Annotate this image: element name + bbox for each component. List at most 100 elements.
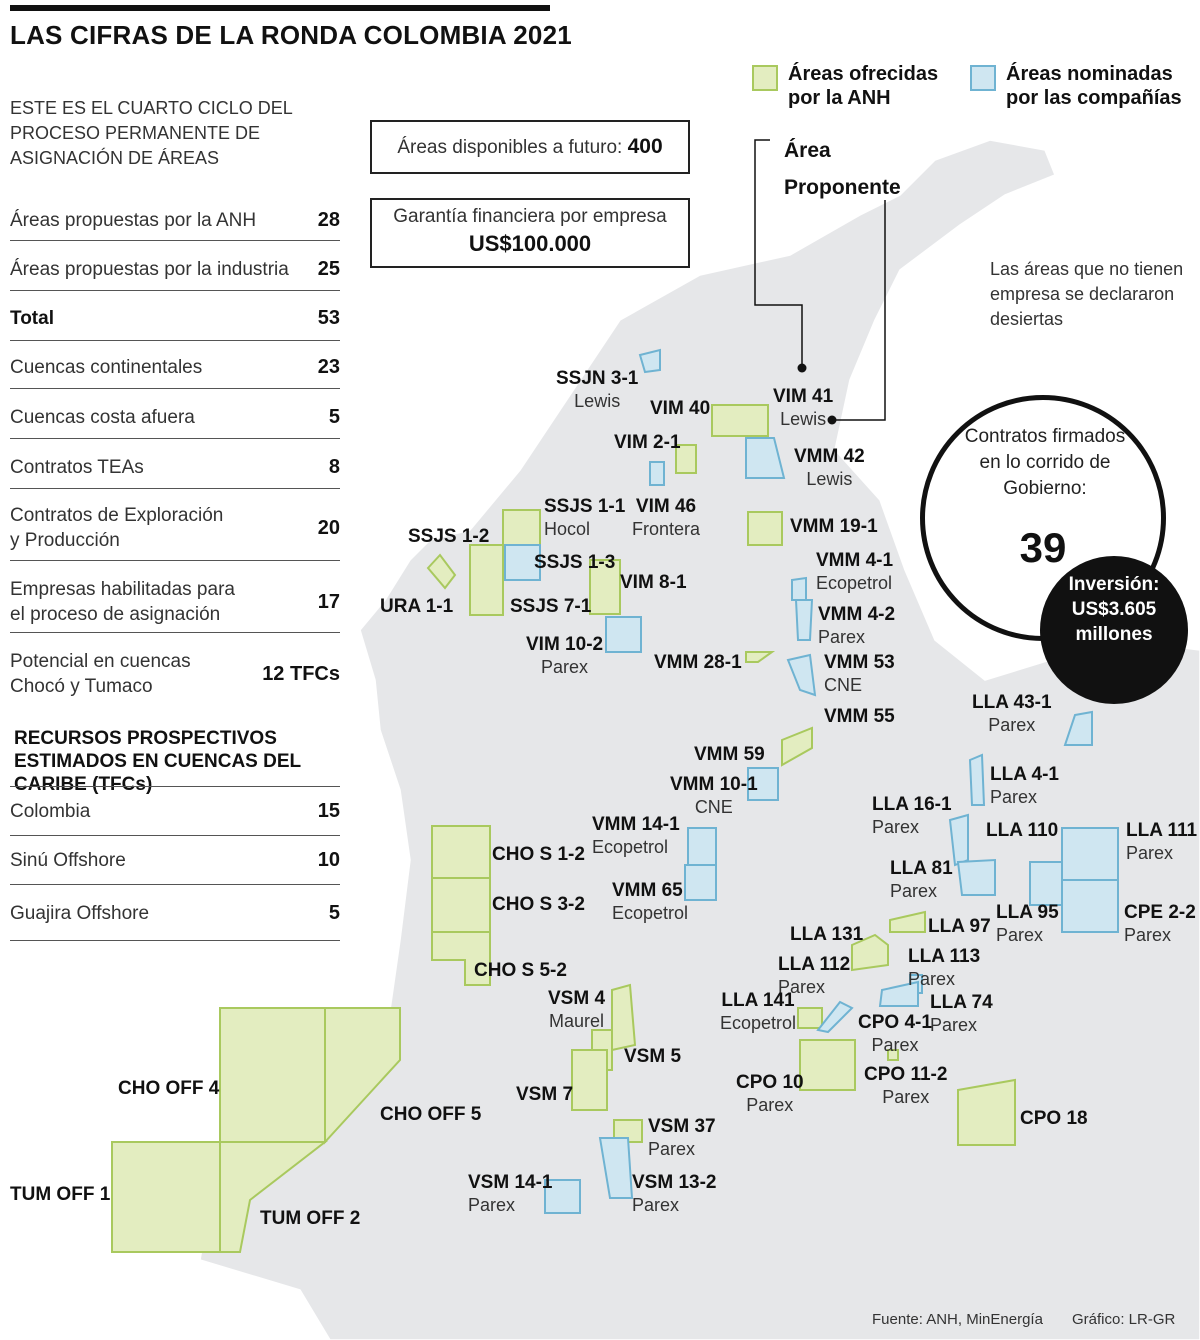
resource-label: Guajira Offshore (10, 902, 150, 924)
block-lla-112 (816, 1000, 854, 1034)
future-areas-label: Áreas disponibles a futuro: (397, 137, 623, 158)
block-lla-81 (956, 858, 996, 896)
page-title: LAS CIFRAS DE LA RONDA COLOMBIA 2021 (10, 20, 572, 50)
map-label-area: SSJS 7-1 (510, 596, 591, 618)
stat-label: Empresas habilitadas para el proceso de … (10, 579, 235, 625)
block-vmm-4-2 (794, 599, 814, 641)
stat-value: 25 (317, 257, 340, 280)
stat-value: 5 (328, 405, 340, 428)
block-cpo-11-2 (887, 1049, 899, 1061)
stat-label: Áreas propuestas por la industria (10, 258, 289, 280)
block-ura-1-1 (426, 553, 457, 590)
area-company: Lewis (806, 469, 853, 489)
area-name: VSM 5 (624, 1046, 682, 1067)
block-vim-2-1 (675, 444, 697, 474)
area-name: VMM 53 (824, 652, 895, 673)
map-label-area: LLA 43-1 Parex (972, 692, 1052, 736)
map-label-area: VSM 13-2 Parex (632, 1172, 716, 1216)
area-company: Parex (1126, 843, 1174, 863)
stat-row: Contratos TEAs 8 (10, 446, 340, 489)
map-label-area: CHO S 5-2 (474, 960, 567, 982)
area-name: CHO S 5-2 (474, 960, 567, 981)
map-label-area: CPO 4-1 Parex (858, 1012, 932, 1056)
area-name: CPO 18 (1020, 1108, 1088, 1129)
area-name: LLA 110 (986, 820, 1059, 841)
map-label-area: VSM 37 Parex (648, 1116, 716, 1160)
title-rule (10, 5, 550, 11)
resource-label: Sinú Offshore (10, 849, 126, 871)
map-label-area: VMM 53 CNE (824, 652, 895, 696)
area-company: Parex (930, 1015, 978, 1035)
block-vsm-14-1 (544, 1179, 581, 1214)
resource-row: Colombia 15 (10, 786, 340, 836)
area-name: SSJS 1-1 (544, 496, 626, 517)
stat-value: 20 (317, 516, 340, 539)
area-company: Parex (872, 817, 920, 837)
map-label-area: VSM 7 (516, 1084, 573, 1106)
map-label-area: VIM 41 Lewis (773, 386, 833, 430)
stat-row: Cuencas continentales 23 (10, 346, 340, 389)
block-vmm-53 (786, 653, 817, 697)
stat-label: Cuencas costa afuera (10, 406, 195, 428)
colombia-landmass (199, 139, 1200, 1340)
area-name: LLA 97 (928, 916, 991, 937)
area-company: Parex (996, 925, 1044, 945)
map-label-area: LLA 113 Parex (908, 946, 980, 990)
area-name: VMM 55 (824, 706, 895, 727)
area-name: SSJN 3-1 (556, 368, 639, 389)
block-vmm-14-1 (687, 827, 717, 866)
block-vmm-28-1 (745, 651, 776, 663)
area-name: VMM 10-1 (670, 774, 758, 795)
area-company: Hocol (544, 519, 591, 539)
map-label-area: CPO 10 Parex (736, 1072, 804, 1116)
map-label-area: VMM 14-1 Ecopetrol (592, 814, 680, 858)
map-label-area: LLA 74 Parex (930, 992, 993, 1036)
block-cho-s-5-2 (431, 931, 491, 986)
stat-row: Áreas propuestas por la industria 25 (10, 248, 340, 291)
stat-label: Áreas propuestas por la ANH (10, 209, 257, 231)
map-label-area: LLA 81 Parex (890, 858, 953, 902)
map-label-area: VMM 55 (824, 706, 895, 728)
stat-value: 12 TFCs (262, 662, 340, 685)
legend-companies-label: Áreas nominadas por las compañías (1006, 63, 1182, 109)
area-name: CHO OFF 4 (118, 1078, 220, 1099)
guarantee-label: Garantía financiera por empresa (393, 206, 667, 227)
map-label-area: CPO 18 (1020, 1108, 1088, 1130)
legend-anh-swatch (752, 65, 778, 91)
area-name: VMM 14-1 (592, 814, 680, 835)
stat-value: 8 (328, 455, 340, 478)
block-lla-74 (878, 980, 919, 1007)
area-name: VSM 37 (648, 1116, 716, 1137)
area-name: VIM 40 (650, 398, 711, 419)
map-label-area: CPE 2-2 Parex (1124, 902, 1196, 946)
leader-line-proponente (834, 200, 886, 421)
stat-label: Potencial en cuencas Chocó y Tumaco (10, 651, 191, 697)
stat-row: Cuencas costa afuera 5 (10, 396, 340, 439)
stat-row: Contratos de Exploración y Producción 20 (10, 496, 340, 561)
area-company: Parex (746, 1095, 794, 1115)
map-label-area: SSJS 1-3 (534, 552, 615, 574)
future-areas-value: 400 (627, 135, 663, 158)
area-company: Ecopetrol (720, 1013, 797, 1033)
legend-anh-label: Áreas ofrecidas por la ANH (788, 63, 939, 109)
area-company: Parex (632, 1195, 680, 1215)
map-label-area: VIM 10-2 Parex (526, 634, 603, 678)
area-name: LLA 111 (1126, 820, 1198, 841)
leader-line-area (754, 139, 803, 366)
map-label-area: LLA 97 (928, 916, 991, 938)
stat-label: Contratos TEAs (10, 456, 144, 478)
area-name: VMM 59 (694, 744, 765, 765)
area-company: Parex (890, 881, 938, 901)
area-name: VIM 8-1 (620, 572, 687, 593)
map-label-area: VSM 14-1 Parex (468, 1172, 552, 1216)
stat-value: 17 (317, 590, 340, 613)
map-label-area: LLA 110 (986, 820, 1058, 842)
source-note: Fuente: ANH, MinEnergía (872, 1311, 1043, 1328)
block-lla-16-1 (948, 813, 969, 867)
area-name: VIM 2-1 (614, 432, 681, 453)
map-label-area: LLA 131 (790, 924, 863, 946)
block-tum-off-1 (111, 1141, 221, 1253)
map-label-area: VIM 2-1 (614, 432, 681, 454)
area-name: VIM 46 (635, 496, 697, 517)
area-name: LLA 43-1 (972, 692, 1052, 713)
